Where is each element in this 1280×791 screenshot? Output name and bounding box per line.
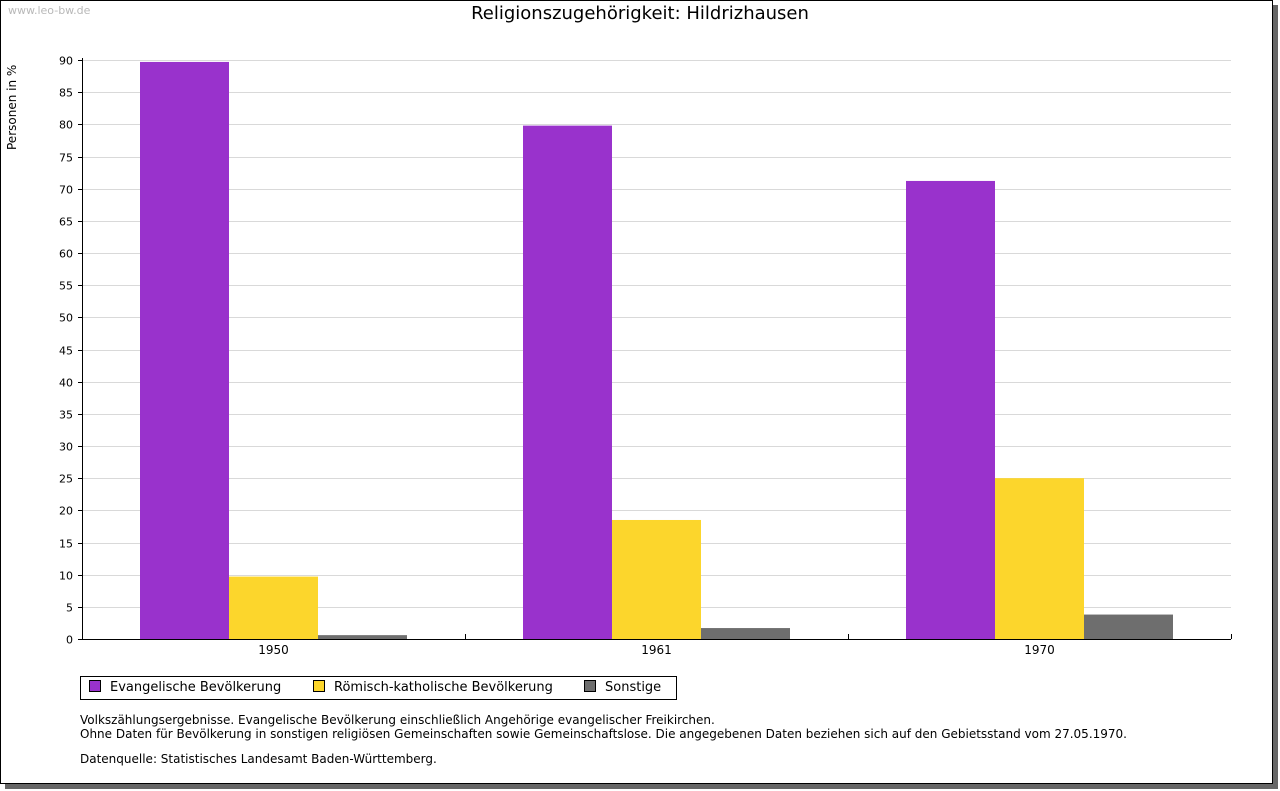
bar-chart: 0 5 10 15 20 25 30 35 40 45 50 55 60 65 70 75 80 85 90 1950… bbox=[59, 55, 1232, 657]
bar bbox=[612, 519, 701, 639]
y-tick-label: 35 bbox=[59, 409, 73, 422]
bar bbox=[995, 478, 1084, 639]
legend-swatch bbox=[584, 680, 596, 692]
bar bbox=[318, 635, 407, 639]
chart-notes: Volkszählungsergebnisse. Evangelische Be… bbox=[80, 713, 1127, 741]
legend-swatch bbox=[313, 680, 325, 692]
y-tick-label: 5 bbox=[66, 602, 73, 615]
legend: Evangelische Bevölkerung Römisch-katholis… bbox=[80, 676, 677, 700]
legend-label: Römisch-katholische Bevölkerung bbox=[334, 680, 553, 695]
note-line-2: Ohne Daten für Bevölkerung in sonstigen … bbox=[80, 727, 1127, 741]
bar bbox=[229, 576, 318, 639]
y-tick-label: 40 bbox=[59, 377, 73, 390]
x-category-label: 1961 bbox=[641, 643, 672, 657]
y-tick-label: 50 bbox=[59, 312, 73, 325]
y-tick-label: 65 bbox=[59, 216, 73, 229]
bar bbox=[1084, 614, 1173, 639]
y-tick-label: 25 bbox=[59, 473, 73, 486]
y-tick-label: 30 bbox=[59, 441, 73, 454]
y-tick-label: 10 bbox=[59, 570, 73, 583]
y-tick-label: 0 bbox=[66, 634, 73, 647]
legend-label: Sonstige bbox=[605, 680, 662, 695]
y-tick-label: 55 bbox=[59, 280, 73, 293]
bar bbox=[523, 125, 612, 640]
data-source: Datenquelle: Statistisches Landesamt Bad… bbox=[80, 752, 437, 766]
chart-title: Religionszugehörigkeit: Hildrizhausen bbox=[471, 3, 809, 24]
watermark: www.leo-bw.de bbox=[8, 4, 91, 17]
y-tick-label: 85 bbox=[59, 87, 73, 100]
y-tick-label: 15 bbox=[59, 538, 73, 551]
note-line-1: Volkszählungsergebnisse. Evangelische Be… bbox=[80, 713, 715, 727]
legend-item: Römisch-katholische Bevölkerung bbox=[313, 680, 553, 695]
y-tick-label: 90 bbox=[59, 55, 73, 68]
bar bbox=[906, 180, 995, 640]
x-category-label: 1970 bbox=[1024, 643, 1055, 657]
y-tick-label: 20 bbox=[59, 505, 73, 518]
y-tick-label: 70 bbox=[59, 184, 73, 197]
x-category-label: 1950 bbox=[258, 643, 289, 657]
legend-item: Evangelische Bevölkerung bbox=[89, 680, 281, 695]
y-tick-label: 75 bbox=[59, 152, 73, 165]
legend-swatch bbox=[89, 680, 101, 692]
bar bbox=[140, 61, 229, 640]
bar bbox=[701, 628, 790, 639]
y-tick-label: 45 bbox=[59, 345, 73, 358]
legend-label: Evangelische Bevölkerung bbox=[110, 680, 282, 695]
legend-item: Sonstige bbox=[584, 680, 661, 695]
y-tick-label: 60 bbox=[59, 248, 73, 261]
y-tick-label: 80 bbox=[59, 119, 73, 132]
